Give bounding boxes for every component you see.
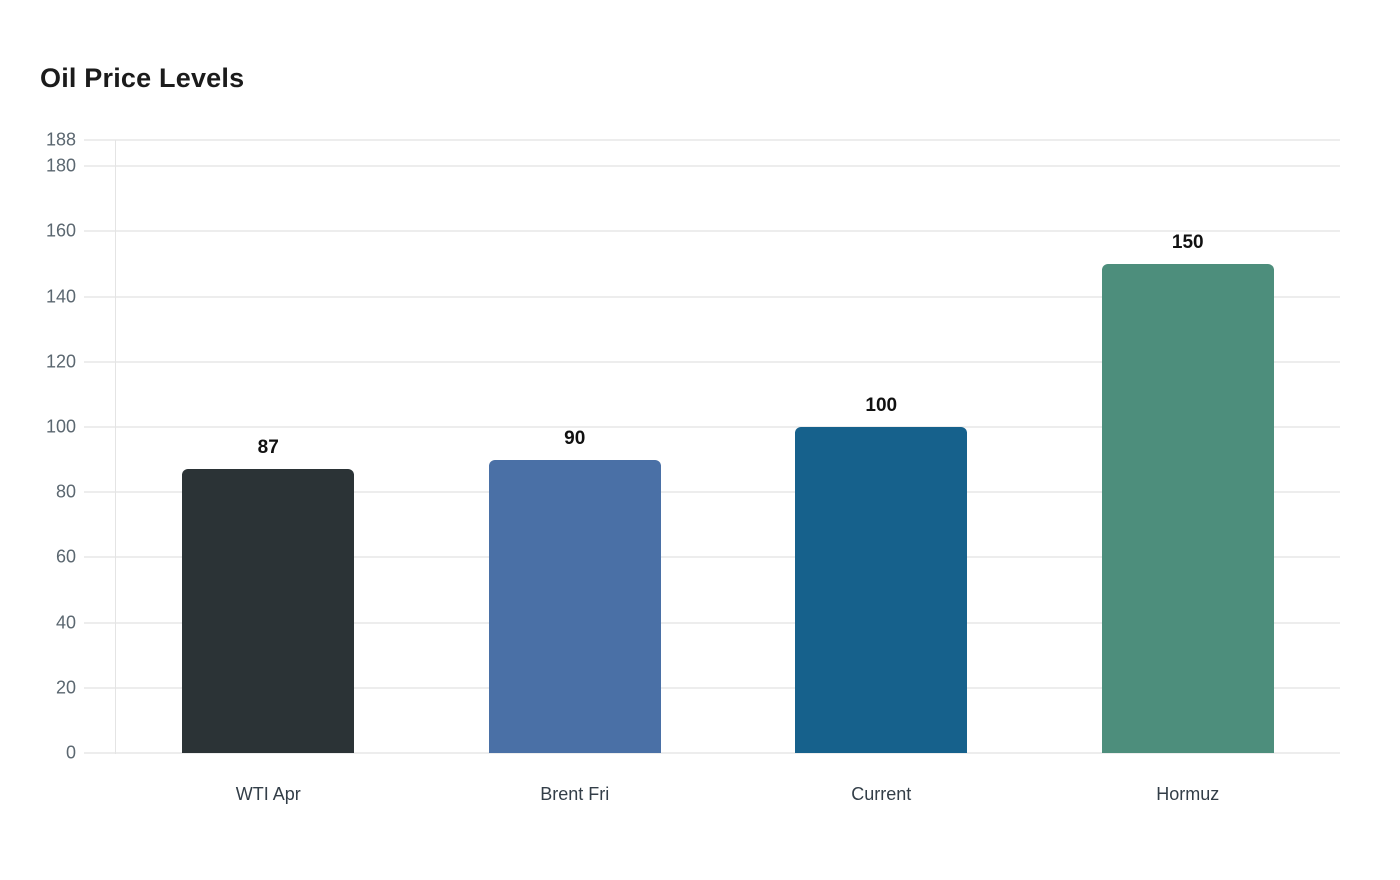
y-tick-label: 20 <box>55 677 76 698</box>
bar-value-label: 150 <box>1171 231 1204 253</box>
y-tick-label: 180 <box>45 155 76 176</box>
y-gridline <box>84 686 1340 689</box>
bar-brent-fri <box>488 459 661 753</box>
bar-current <box>795 426 968 753</box>
x-axis-category-label: WTI Apr <box>235 784 301 804</box>
x-axis-category-label: Current <box>851 784 912 804</box>
bar-value-label: 87 <box>257 437 279 459</box>
y-tick-label: 160 <box>45 220 76 241</box>
y-tick-label: 188 <box>45 129 76 150</box>
x-axis-category-label: Hormuz <box>1156 784 1220 804</box>
y-tick-label: 140 <box>45 286 76 306</box>
y-gridline <box>84 556 1340 559</box>
bar-wti-apr <box>182 469 355 753</box>
y-tick-label: 100 <box>45 416 76 437</box>
y-tick-label: 60 <box>55 546 76 567</box>
y-tick-label: 80 <box>55 481 76 502</box>
y-gridline <box>84 425 1340 428</box>
y-gridline <box>84 752 1340 754</box>
x-axis-category-label: Brent Fri <box>540 784 610 804</box>
bar-value-label: 100 <box>865 394 898 416</box>
y-gridline <box>84 621 1340 624</box>
y-gridline <box>84 139 1340 141</box>
y-gridline <box>84 165 1340 168</box>
y-tick-label: 120 <box>45 351 76 372</box>
bar-value-label: 90 <box>564 427 586 449</box>
y-gridline <box>84 491 1340 494</box>
y-tick-label: 0 <box>65 742 76 763</box>
y-gridline <box>84 230 1340 233</box>
y-axis-line <box>115 140 116 754</box>
y-tick-label: 40 <box>55 612 76 633</box>
y-gridline <box>84 295 1340 298</box>
chart-title: Oil Price Levels <box>40 63 245 93</box>
y-gridline <box>84 360 1340 363</box>
bar-hormuz <box>1101 263 1274 753</box>
